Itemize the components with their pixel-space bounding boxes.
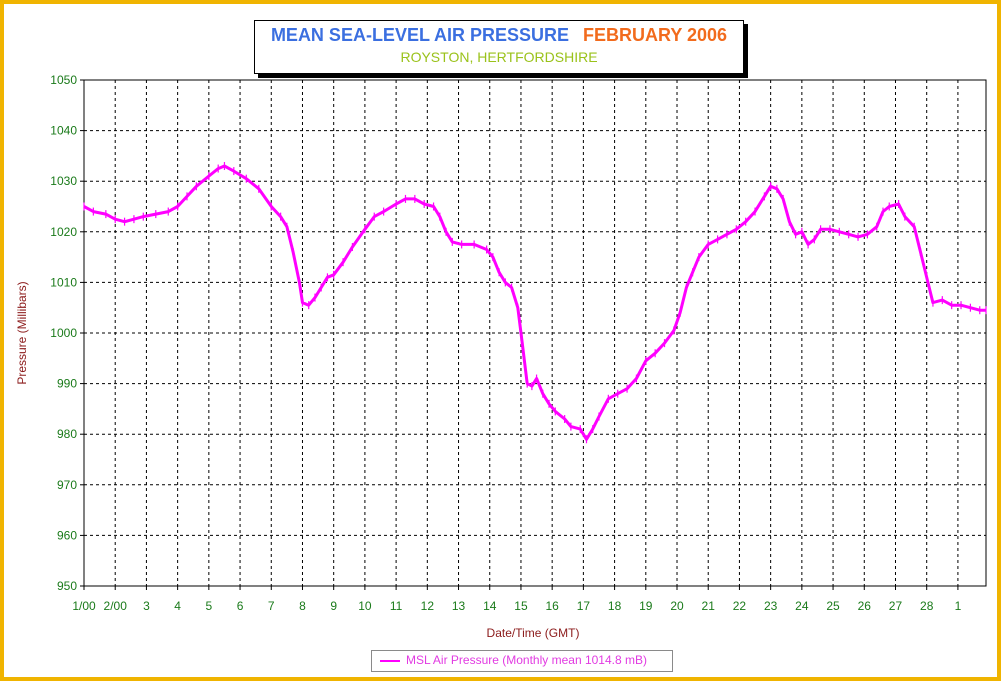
x-tick-label: 8 (299, 599, 306, 613)
x-tick-label: 27 (889, 599, 903, 613)
x-tick-label: 19 (639, 599, 653, 613)
chart-title-month: FEBRUARY 2006 (582, 25, 728, 45)
series-line (83, 164, 986, 441)
x-tick-label: 28 (920, 599, 934, 613)
y-tick-label: 960 (57, 528, 77, 542)
x-tick-label: 14 (483, 599, 497, 613)
x-axis-label: Date/Time (GMT) (487, 626, 580, 640)
x-tick-label: 11 (390, 599, 403, 613)
x-tick-label: 17 (577, 599, 591, 613)
x-tick-label: 6 (237, 599, 244, 613)
y-tick-label: 1010 (50, 275, 77, 289)
x-tick-label: 12 (421, 599, 435, 613)
x-tick-label: 2/00 (104, 599, 128, 613)
y-tick-label: 1050 (50, 73, 77, 87)
y-tick-label: 1030 (50, 174, 77, 188)
y-tick-label: 1020 (50, 225, 77, 239)
x-tick-label: 9 (330, 599, 337, 613)
y-tick-label: 1000 (50, 326, 77, 340)
series-layer (83, 162, 987, 444)
x-tick-label: 1/00 (72, 599, 96, 613)
grid (83, 79, 987, 587)
x-tick-label: 16 (545, 599, 559, 613)
legend-swatch (380, 660, 400, 662)
legend: MSL Air Pressure (Monthly mean 1014.8 mB… (371, 650, 673, 672)
y-axis-label: Pressure (Millibars) (15, 281, 29, 384)
x-tick-label: 23 (764, 599, 778, 613)
x-tick-label: 1 (955, 599, 962, 613)
x-tick-label: 21 (702, 599, 716, 613)
y-tick-label: 980 (57, 427, 77, 441)
x-tick-label: 7 (268, 599, 275, 613)
x-tick-label: 4 (174, 599, 181, 613)
x-tick-label: 5 (206, 599, 213, 613)
y-tick-label: 950 (57, 579, 77, 593)
x-tick-label: 3 (143, 599, 150, 613)
chart-subtitle: ROYSTON, HERTFORDSHIRE (400, 49, 598, 65)
y-tick-label: 1040 (50, 124, 77, 138)
y-tick-label: 990 (57, 377, 77, 391)
y-tick-label: 970 (57, 478, 77, 492)
x-tick-label: 15 (514, 599, 528, 613)
x-tick-label: 18 (608, 599, 622, 613)
x-tick-label: 22 (733, 599, 747, 613)
x-tick-label: 25 (826, 599, 840, 613)
legend-label: MSL Air Pressure (Monthly mean 1014.8 mB… (406, 653, 647, 667)
x-tick-label: 10 (358, 599, 372, 613)
chart-title: MEAN SEA-LEVEL AIR PRESSURE (270, 25, 569, 45)
x-tick-label: 20 (670, 599, 684, 613)
x-tick-label: 13 (452, 599, 466, 613)
axes: 9509609709809901000101010201030104010501… (50, 73, 961, 613)
chart-title-box: MEAN SEA-LEVEL AIR PRESSURE FEBRUARY 2006… (254, 20, 744, 74)
x-tick-label: 26 (858, 599, 872, 613)
x-tick-label: 24 (795, 599, 809, 613)
